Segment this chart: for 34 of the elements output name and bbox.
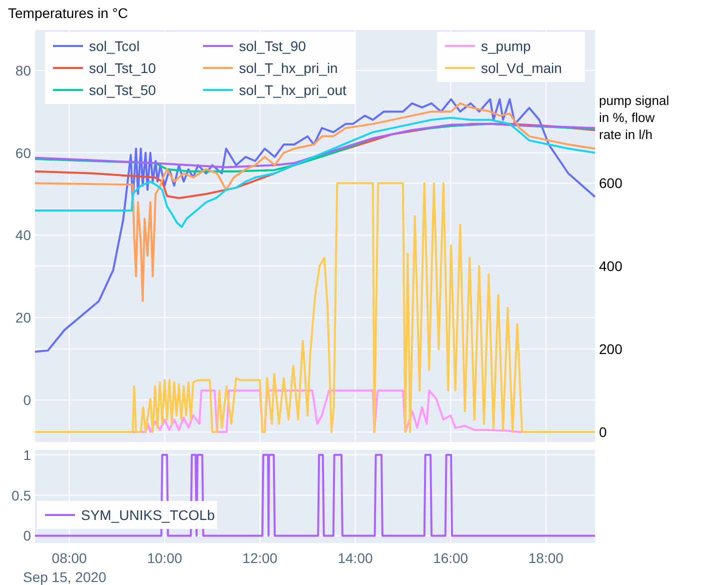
y-tick-label: 0 <box>23 528 32 544</box>
y2-tick-label: 0 <box>599 424 607 440</box>
x-tick-label: 18:00 <box>528 550 564 566</box>
y-tick-label: 40 <box>15 227 32 244</box>
text: Sep 15, 2020 <box>23 569 107 585</box>
legend-label: sol_Tst_10 <box>89 60 156 76</box>
legend-label: sol_T_hx_pri_out <box>239 82 347 98</box>
y2-tick-label: 400 <box>599 258 623 274</box>
y-tick-label: 0 <box>23 392 32 408</box>
x-tick-label: 14:00 <box>338 550 373 566</box>
y-tick-label: 60 <box>15 144 32 161</box>
legend-label: s_pump <box>481 38 532 54</box>
x-tick-label: 08:00 <box>52 550 88 566</box>
y2-axis-title: pump signal in %, flow rate in l/h <box>599 93 670 142</box>
x-tick-label: 12:00 <box>242 550 278 566</box>
line-series <box>34 182 596 434</box>
x-tick-label: 10:00 <box>147 550 182 566</box>
x-tick-label: 16:00 <box>433 550 468 566</box>
line-series <box>34 98 596 353</box>
line-series <box>34 102 596 302</box>
legend-label: sol_Tst_90 <box>239 38 306 54</box>
y-axis-title: Temperatures in °C <box>8 5 128 21</box>
y-tick-label: 1 <box>23 446 32 463</box>
y2-tick-label: 200 <box>599 341 623 358</box>
legend-label: sol_T_hx_pri_in <box>239 60 338 76</box>
y2-tick-label: 600 <box>599 175 623 192</box>
y-tick-label: 0.5 <box>12 487 32 504</box>
y-tick-label: 20 <box>15 310 32 326</box>
legend-label: sol_Vd_main <box>481 60 562 76</box>
legend-label: sol_Tst_50 <box>89 82 156 98</box>
line-series <box>34 116 596 228</box>
legend-label: SYM_UNIKS_TCOLb <box>81 507 216 523</box>
legend-label: sol_Tcol <box>89 38 140 54</box>
y-tick-label: 80 <box>15 62 32 78</box>
